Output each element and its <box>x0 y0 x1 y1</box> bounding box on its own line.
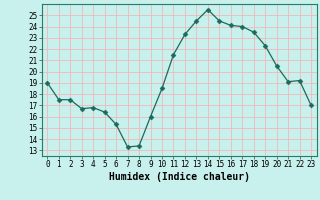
X-axis label: Humidex (Indice chaleur): Humidex (Indice chaleur) <box>109 172 250 182</box>
